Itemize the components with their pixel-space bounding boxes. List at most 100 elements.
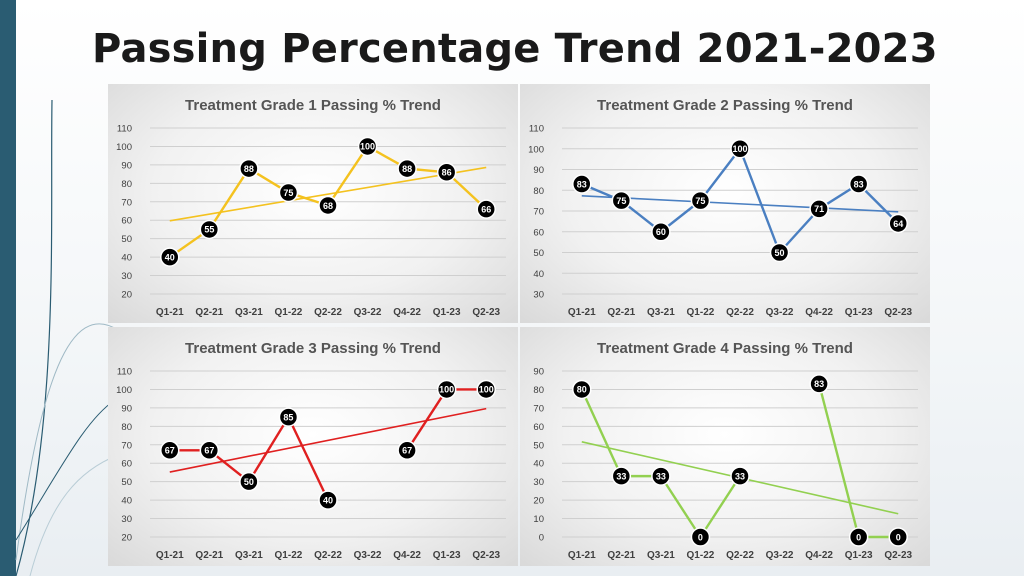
chart-panel-grade-2: Treatment Grade 2 Passing % Trend 30 40 50 6… (520, 84, 930, 323)
y-tick-label: 80 (533, 186, 544, 197)
y-tick-label: 40 (533, 459, 544, 470)
data-label: 64 (893, 219, 903, 229)
data-label: 71 (814, 204, 824, 214)
series-line (817, 383, 899, 539)
data-point (572, 379, 592, 400)
trendline (169, 407, 487, 473)
data-point (611, 466, 632, 486)
x-tick-label: Q1-23 (845, 307, 873, 318)
data-point (848, 527, 869, 547)
data-label: 75 (283, 188, 293, 198)
y-tick-label: 30 (533, 477, 544, 488)
chart-title: Treatment Grade 3 Passing % Trend (185, 340, 441, 357)
data-point (160, 247, 180, 267)
data-label: 40 (323, 495, 333, 505)
data-point (397, 158, 417, 179)
y-tick-label: 50 (121, 477, 132, 488)
y-tick-label: 110 (117, 367, 132, 378)
y-tick-label: 20 (533, 496, 544, 507)
data-label: 33 (616, 471, 626, 481)
data-label: 33 (735, 471, 745, 481)
x-tick-label: Q2-21 (195, 550, 223, 561)
trendline (169, 166, 487, 222)
x-tick-label: Q2-23 (884, 307, 912, 318)
y-tick-label: 40 (533, 269, 544, 280)
y-tick-label: 100 (116, 142, 132, 153)
data-point (651, 222, 671, 242)
y-tick-label: 90 (121, 160, 132, 171)
x-tick-label: Q2-23 (472, 550, 500, 561)
data-label: 85 (283, 412, 293, 422)
y-tick-label: 30 (121, 514, 132, 525)
x-tick-label: Q4-22 (393, 550, 421, 561)
y-tick-label: 50 (533, 440, 544, 451)
y-tick-label: 90 (121, 403, 132, 414)
y-tick-label: 110 (529, 124, 544, 135)
y-tick-label: 0 (539, 533, 544, 544)
data-label: 0 (698, 532, 703, 542)
x-tick-label: Q1-21 (568, 550, 596, 561)
x-tick-label: Q2-22 (726, 307, 754, 318)
y-tick-label: 70 (121, 440, 132, 451)
x-tick-label: Q2-23 (472, 307, 500, 318)
decorative-swooshes (15, 99, 119, 576)
data-point (318, 195, 338, 216)
data-point (476, 379, 496, 400)
x-tick-label: Q3-22 (766, 307, 794, 318)
data-label: 0 (856, 532, 861, 542)
data-label: 75 (616, 196, 626, 206)
x-tick-label: Q1-22 (687, 550, 715, 561)
y-tick-label: 20 (121, 533, 132, 544)
data-point (357, 136, 378, 157)
x-tick-label: Q3-22 (354, 550, 382, 561)
y-tick-label: 50 (121, 234, 132, 245)
x-tick-label: Q3-22 (354, 307, 382, 318)
page-title: Passing Percentage Trend 2021-2023 (92, 26, 938, 72)
x-tick-label: Q1-23 (433, 550, 461, 561)
y-tick-label: 30 (533, 290, 544, 301)
y-tick-label: 10 (533, 514, 544, 525)
trendline (581, 195, 899, 213)
data-point (730, 139, 750, 159)
data-label: 100 (439, 385, 454, 395)
charts-grid: Treatment Grade 1 Passing % Trend 20 30 40 5… (108, 84, 930, 566)
x-tick-label: Q2-22 (314, 550, 342, 561)
data-point (199, 440, 220, 461)
data-label: 67 (402, 446, 412, 456)
data-label: 50 (775, 248, 785, 258)
data-label: 67 (204, 446, 214, 456)
data-point (239, 158, 259, 179)
data-label: 83 (577, 179, 587, 189)
y-tick-label: 60 (533, 422, 544, 433)
x-tick-label: Q2-22 (726, 550, 754, 561)
x-tick-label: Q2-21 (607, 550, 635, 561)
y-tick-label: 30 (121, 271, 132, 282)
y-tick-label: 70 (121, 197, 132, 208)
x-tick-label: Q1-23 (845, 550, 873, 561)
data-point (651, 466, 671, 486)
data-point (239, 471, 259, 492)
x-tick-label: Q1-22 (275, 307, 303, 318)
y-tick-label: 100 (116, 385, 132, 396)
x-tick-label: Q3-21 (647, 307, 675, 318)
data-label: 0 (896, 532, 901, 542)
data-point (436, 379, 457, 400)
x-tick-label: Q1-21 (568, 307, 596, 318)
chart-panel-grade-1: Treatment Grade 1 Passing % Trend 20 30 40 5… (108, 84, 518, 323)
data-label: 50 (244, 477, 254, 487)
y-tick-label: 70 (533, 207, 544, 218)
x-tick-label: Q4-22 (393, 307, 421, 318)
x-tick-label: Q4-22 (805, 550, 833, 561)
x-tick-label: Q1-23 (433, 307, 461, 318)
data-point (572, 174, 592, 194)
y-tick-label: 110 (117, 124, 132, 135)
y-tick-label: 60 (121, 459, 132, 470)
chart-grade-1: Treatment Grade 1 Passing % Trend 20 30 40 5… (116, 97, 506, 318)
y-tick-label: 20 (121, 290, 132, 301)
data-point (769, 242, 790, 263)
chart-panel-grade-3: Treatment Grade 3 Passing % Trend 20 30 40 5… (108, 327, 518, 566)
data-point (730, 466, 750, 486)
x-tick-label: Q1-21 (156, 307, 184, 318)
y-tick-label: 60 (533, 227, 544, 238)
y-tick-label: 100 (528, 144, 544, 155)
